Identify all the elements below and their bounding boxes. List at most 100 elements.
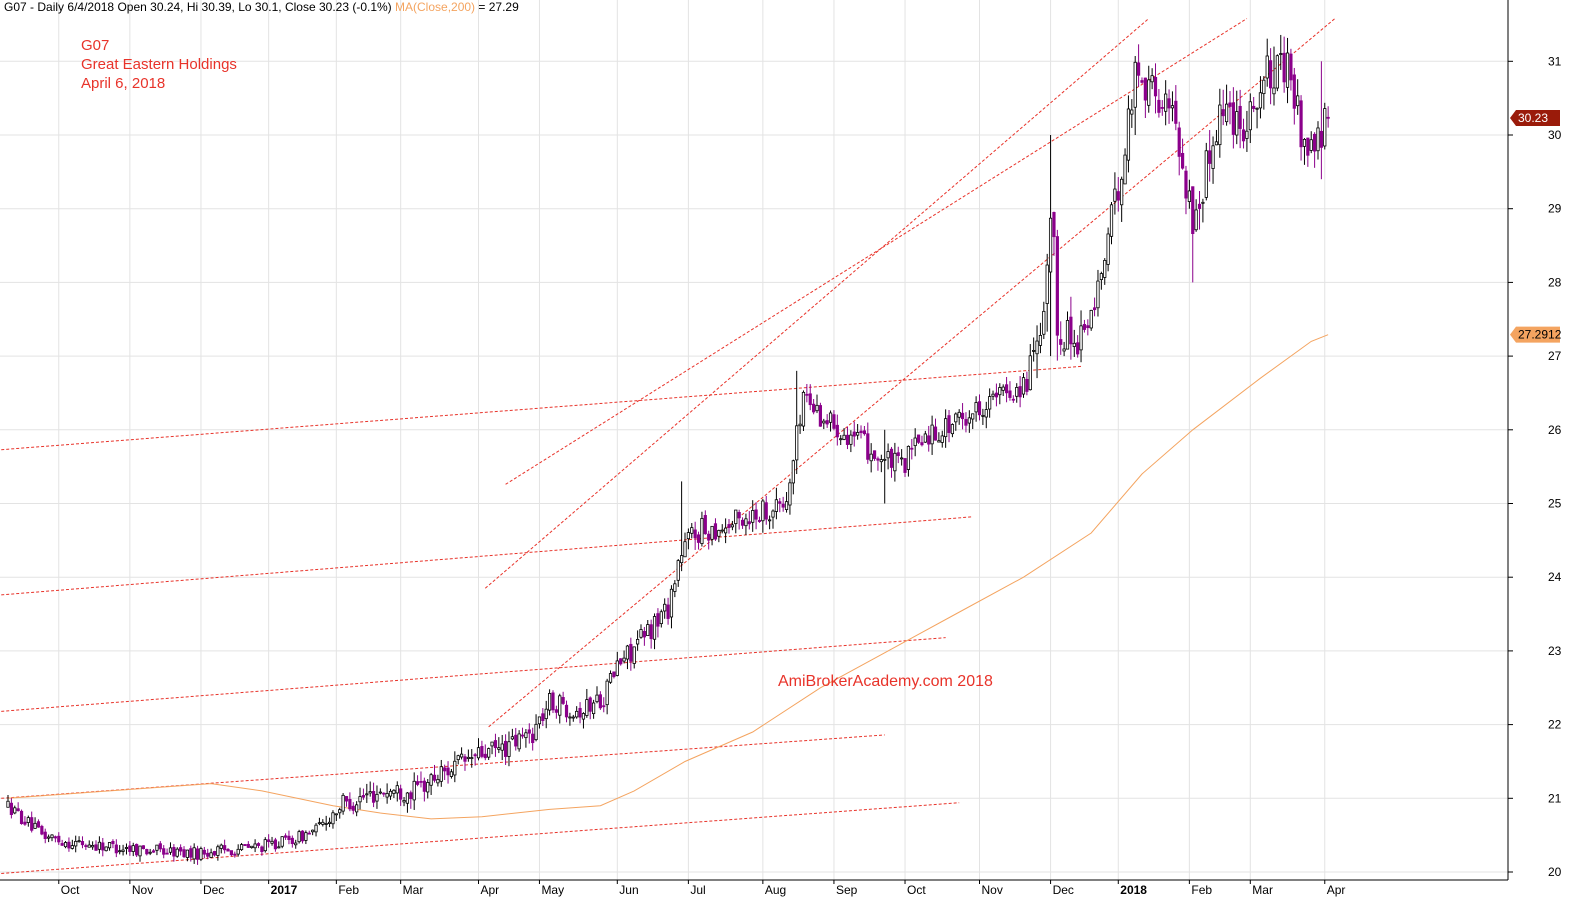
price-bar bbox=[950, 423, 955, 438]
bar-body bbox=[1001, 386, 1005, 391]
price-bar bbox=[23, 816, 27, 826]
bar-body bbox=[703, 515, 707, 535]
bar-body bbox=[1326, 116, 1330, 119]
header-ticker: G07 bbox=[4, 0, 27, 14]
bar-body bbox=[192, 847, 196, 860]
price-bar bbox=[754, 502, 758, 530]
bar-body bbox=[74, 840, 78, 847]
bar-body bbox=[781, 503, 785, 508]
header-period: Daily bbox=[37, 0, 65, 14]
price-bar bbox=[795, 370, 799, 475]
bar-body bbox=[341, 794, 345, 812]
bar-body bbox=[135, 843, 139, 856]
price-bar bbox=[1180, 138, 1185, 170]
price-bar bbox=[107, 842, 112, 851]
bar-body bbox=[1201, 201, 1205, 204]
price-bar bbox=[1059, 321, 1063, 355]
price-bar bbox=[1032, 337, 1036, 362]
price-bar bbox=[135, 843, 139, 858]
price-bar bbox=[314, 823, 318, 837]
trendline bbox=[505, 18, 1248, 485]
bar-body bbox=[30, 817, 34, 831]
bar-body bbox=[639, 629, 643, 638]
bar-body bbox=[405, 792, 410, 804]
bar-body bbox=[680, 555, 684, 564]
moving-average-line bbox=[7, 334, 1329, 820]
bar-body bbox=[974, 402, 978, 413]
bar-body bbox=[118, 850, 122, 853]
bar-body bbox=[1062, 348, 1066, 352]
price-bar bbox=[652, 613, 657, 650]
price-bar bbox=[612, 671, 616, 679]
bar-body bbox=[53, 836, 57, 839]
price-bar bbox=[1245, 110, 1249, 152]
bar-body bbox=[422, 780, 426, 792]
price-bar bbox=[128, 841, 132, 856]
price-bar bbox=[1204, 142, 1208, 201]
bar-body bbox=[26, 817, 30, 823]
bar-body bbox=[287, 835, 291, 840]
price-bar bbox=[263, 837, 267, 853]
price-bar bbox=[63, 840, 68, 849]
price-bar bbox=[1296, 79, 1300, 115]
price-bar bbox=[1316, 121, 1320, 160]
bar-body bbox=[1096, 280, 1100, 309]
price-bar bbox=[984, 401, 988, 429]
price-bar bbox=[510, 728, 514, 741]
bar-body bbox=[514, 734, 518, 747]
bar-body bbox=[1279, 53, 1283, 55]
price-bar bbox=[649, 619, 653, 649]
bar-body bbox=[1218, 104, 1222, 146]
price-bar bbox=[960, 403, 965, 430]
bar-body bbox=[571, 716, 575, 719]
header-ma-label: MA(Close,200) bbox=[395, 0, 476, 14]
watermark: AmiBrokerAcademy.com 2018 bbox=[778, 673, 993, 690]
bar-body bbox=[233, 853, 237, 856]
bar-body bbox=[517, 733, 521, 750]
price-bar bbox=[1269, 48, 1273, 105]
x-tick-label: Feb bbox=[338, 883, 359, 897]
bar-body bbox=[551, 692, 555, 711]
price-bar bbox=[1208, 130, 1212, 182]
price-bar bbox=[304, 830, 308, 845]
bar-body bbox=[815, 404, 819, 412]
bar-body bbox=[1035, 340, 1039, 355]
bar-body bbox=[1082, 324, 1087, 330]
bar-body bbox=[581, 713, 586, 720]
price-bar bbox=[1011, 395, 1015, 403]
bar-body bbox=[1211, 145, 1215, 169]
bar-body bbox=[981, 414, 985, 417]
bar-body bbox=[165, 852, 169, 855]
bar-body bbox=[1228, 102, 1232, 107]
bar-body bbox=[216, 846, 220, 856]
bar-body bbox=[355, 804, 359, 813]
bar-body bbox=[1184, 170, 1188, 199]
bar-body bbox=[659, 611, 663, 625]
price-bar bbox=[592, 699, 596, 719]
price-bar bbox=[80, 836, 85, 849]
y-tick-label: 24 bbox=[1548, 570, 1562, 584]
price-bar bbox=[564, 700, 569, 723]
price-bar bbox=[608, 670, 613, 684]
price-bar bbox=[33, 817, 37, 829]
bar-body bbox=[487, 748, 491, 758]
price-bar bbox=[879, 454, 883, 473]
bar-body bbox=[107, 842, 112, 849]
price-bar bbox=[60, 839, 64, 846]
bar-body bbox=[189, 848, 193, 858]
bar-body bbox=[1245, 130, 1249, 139]
price-bar bbox=[371, 782, 376, 808]
price-bar bbox=[209, 848, 213, 859]
price-bar bbox=[480, 740, 484, 759]
bar-body bbox=[1238, 105, 1242, 129]
price-bar bbox=[1109, 202, 1114, 245]
bar-body bbox=[690, 527, 694, 534]
bar-body bbox=[1252, 105, 1256, 109]
bar-body bbox=[933, 426, 938, 441]
price-bar bbox=[554, 705, 558, 719]
bar-body bbox=[23, 821, 27, 825]
header-close: Close 30.23 (-0.1%) bbox=[284, 0, 392, 14]
price-bar bbox=[1265, 38, 1269, 87]
price-tag: 30.23 bbox=[1510, 110, 1560, 127]
price-bar bbox=[402, 797, 406, 807]
